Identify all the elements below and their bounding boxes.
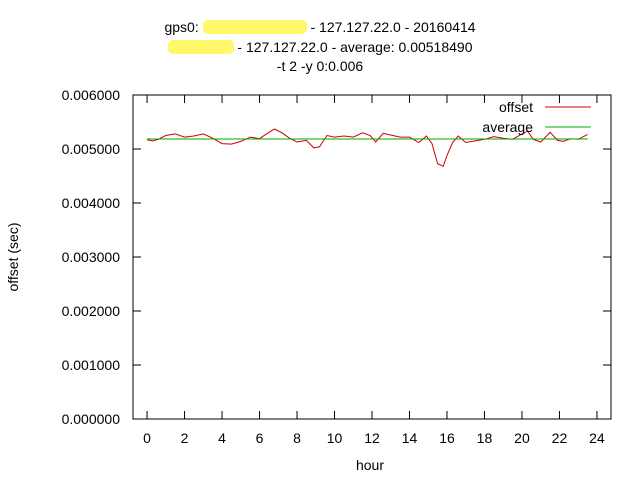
tick-marks <box>133 94 611 420</box>
x-tick-label: 6 <box>256 430 264 446</box>
title-line-1-suffix: - 127.127.22.0 - 20160414 <box>306 19 476 35</box>
x-tick-label: 0 <box>143 430 151 446</box>
x-tick-label: 10 <box>327 430 343 446</box>
x-tick-label: 22 <box>552 430 568 446</box>
chart-title-line-2: - 127.127.22.0 - average: 0.00518490 <box>0 39 640 55</box>
x-tick-label: 8 <box>293 430 301 446</box>
x-tick-label: 12 <box>364 430 380 446</box>
y-tick-label: 0.003000 <box>62 249 121 265</box>
y-tick-label: 0.001000 <box>62 357 121 373</box>
y-tick-label: 0.000000 <box>62 411 121 427</box>
y-tick-label: 0.004000 <box>62 195 121 211</box>
x-tick-label: 24 <box>589 430 605 446</box>
series-layer <box>147 128 588 167</box>
x-tick-label: 18 <box>477 430 493 446</box>
series-line-offset <box>147 128 588 167</box>
legend: offset average <box>482 99 591 135</box>
y-axis-label: offset (sec) <box>5 223 21 292</box>
y-tick-label: 0.006000 <box>62 87 121 103</box>
x-tick-label: 20 <box>514 430 530 446</box>
plot-frame <box>132 94 612 420</box>
redacted-name-mark <box>167 40 234 54</box>
x-tick-label: 14 <box>402 430 418 446</box>
y-tick-label: 0.002000 <box>62 303 121 319</box>
title-line-2-suffix: - 127.127.22.0 - average: 0.00518490 <box>233 39 473 55</box>
title-line-1-prefix: gps0: <box>164 19 203 35</box>
chart-title-line-3: -t 2 -y 0:0.006 <box>0 58 640 74</box>
x-tick-label: 4 <box>218 430 226 446</box>
redacted-hostname-mark <box>202 20 307 34</box>
y-tick-labels: 0.000000 0.001000 0.002000 0.003000 0.004000… <box>62 87 121 427</box>
title-line-3-text: -t 2 -y 0:0.006 <box>276 58 364 74</box>
x-tick-label: 16 <box>439 430 455 446</box>
legend-label-average: average <box>482 119 533 135</box>
x-axis-label: hour <box>356 457 384 473</box>
chart-title-line-1: gps0: - 127.127.22.0 - 20160414 <box>0 19 640 35</box>
y-tick-label: 0.005000 <box>62 141 121 157</box>
legend-label-offset: offset <box>499 99 533 115</box>
x-tick-labels: 0 2 4 6 8 10 12 14 16 18 20 22 24 <box>143 430 605 446</box>
x-tick-label: 2 <box>181 430 189 446</box>
